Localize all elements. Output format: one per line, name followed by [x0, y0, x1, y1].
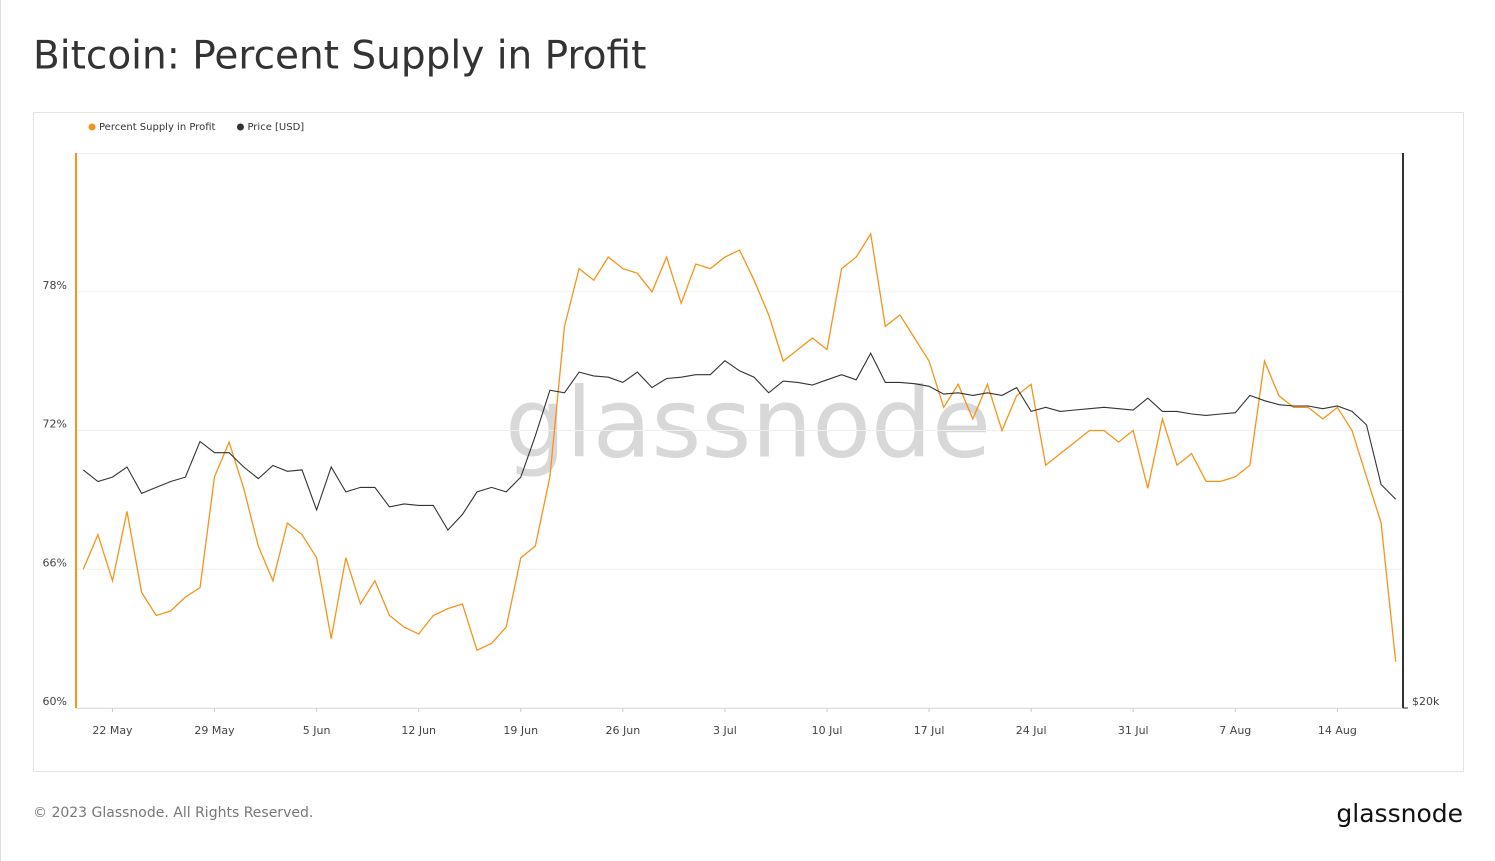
x-tick-label: 3 Jul	[713, 724, 737, 737]
legend-label: Percent Supply in Profit	[99, 122, 216, 133]
legend-label: Price [USD]	[247, 122, 304, 133]
y2-tick-label: $20k	[1412, 695, 1440, 708]
x-tick-label: 31 Jul	[1118, 724, 1149, 737]
chart-title: Bitcoin: Percent Supply in Profit	[33, 34, 646, 79]
y-tick-label: 60%	[43, 695, 67, 708]
y-tick-label: 72%	[43, 418, 67, 431]
legend-marker	[88, 123, 96, 131]
watermark: glassnode	[505, 367, 991, 479]
x-tick-label: 26 Jun	[605, 724, 640, 737]
copyright: © 2023 Glassnode. All Rights Reserved.	[33, 805, 313, 821]
chart-frame	[33, 112, 1464, 772]
x-tick-label: 14 Aug	[1318, 724, 1357, 737]
x-tick-label: 17 Jul	[914, 724, 945, 737]
legend-marker	[236, 123, 244, 131]
x-tick-label: 29 May	[194, 724, 235, 737]
series-line	[82, 232, 1397, 662]
x-tick-label: 12 Jun	[401, 724, 436, 737]
logo: glassnode	[1336, 799, 1463, 828]
y-tick-label: 78%	[43, 279, 67, 292]
series-line	[82, 352, 1397, 531]
x-tick-label: 22 May	[92, 724, 133, 737]
y-tick-label: 66%	[43, 556, 67, 569]
x-tick-label: 10 Jul	[812, 724, 843, 737]
x-tick-label: 19 Jun	[503, 724, 538, 737]
x-tick-label: 5 Jun	[303, 724, 331, 737]
x-tick-label: 24 Jul	[1016, 724, 1047, 737]
x-tick-label: 7 Aug	[1219, 724, 1251, 737]
